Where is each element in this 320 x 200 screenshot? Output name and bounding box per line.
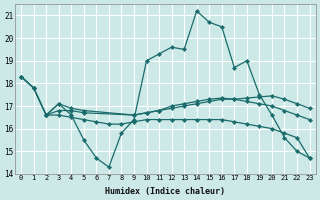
X-axis label: Humidex (Indice chaleur): Humidex (Indice chaleur) xyxy=(105,187,225,196)
